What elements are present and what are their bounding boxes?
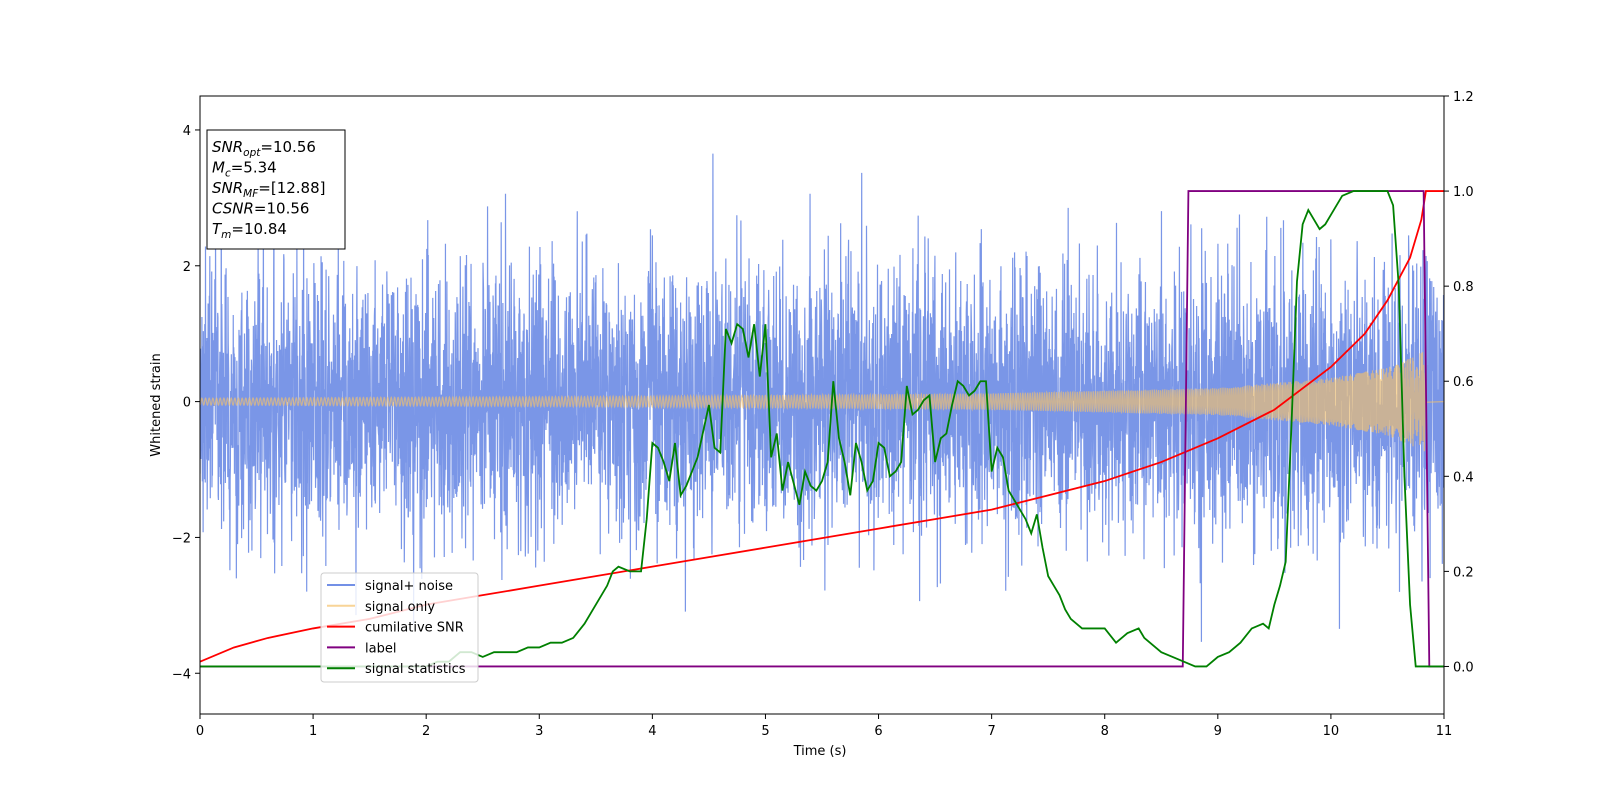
y2-tick-label: 0.0 — [1453, 660, 1474, 675]
x-tick-label: 7 — [987, 724, 995, 739]
legend-signal-noise-label: signal+ noise — [365, 579, 453, 594]
legend-label-label: label — [365, 641, 396, 656]
snr-annotation-box: SNRopt=10.56Mc=5.34SNRMF=[12.88]CSNR=10.… — [206, 129, 346, 250]
y-tick-label: −4 — [172, 667, 191, 682]
series-signal-noise — [200, 147, 1444, 642]
y-axis-label: Whitened strain — [149, 353, 164, 456]
x-tick-label: 3 — [535, 724, 543, 739]
y-tick-label: −2 — [172, 531, 191, 546]
x-tick-label: 11 — [1436, 724, 1453, 739]
x-tick-label: 0 — [196, 724, 204, 739]
y-axis-left: 4 2 0 −2 −4 — [172, 124, 200, 682]
x-tick-label: 5 — [761, 724, 769, 739]
y-tick-label: 2 — [183, 260, 191, 275]
legend: signal+ noise signal only cumilative SNR la… — [320, 572, 479, 683]
x-tick-label: 1 — [309, 724, 317, 739]
series-signal-statistics — [200, 190, 1444, 668]
annotation-line: Mc=5.34 — [212, 159, 277, 180]
y2-tick-label: 0.4 — [1453, 470, 1474, 485]
legend-cumilative-snr-label: cumilative SNR — [365, 621, 464, 636]
y2-tick-label: 1.2 — [1453, 90, 1474, 105]
y2-tick-label: 0.6 — [1453, 375, 1474, 390]
x-tick-label: 10 — [1323, 724, 1340, 739]
x-tick-label: 9 — [1214, 724, 1222, 739]
x-tick-label: 8 — [1101, 724, 1109, 739]
annotation-line: SNRopt=10.56 — [212, 138, 316, 159]
annotation-line: Tm=10.84 — [212, 220, 287, 241]
y2-tick-label: 0.2 — [1453, 565, 1474, 580]
y2-tick-label: 1.0 — [1453, 185, 1474, 200]
x-tick-label: 4 — [648, 724, 656, 739]
x-tick-label: 6 — [874, 724, 882, 739]
plot-frame — [199, 95, 1445, 715]
series-signal-only — [200, 352, 1444, 452]
x-axis: 0 1 2 3 4 5 6 7 8 9 10 11 — [196, 714, 1452, 739]
x-tick-label: 2 — [422, 724, 430, 739]
annotation-line: CSNR=10.56 — [212, 200, 309, 218]
legend-frame — [320, 572, 479, 683]
annotation-line: SNRMF=[12.88] — [212, 179, 326, 200]
y-tick-label: 4 — [183, 124, 191, 139]
annotation-frame — [206, 129, 346, 250]
y2-tick-label: 0.8 — [1453, 280, 1474, 295]
legend-signal-statistics-label: signal statistics — [365, 662, 466, 677]
y-tick-label: 0 — [183, 396, 191, 411]
legend-signal-only-label: signal only — [365, 600, 435, 615]
x-axis-label: Time (s) — [793, 744, 847, 759]
y-axis-right: 1.2 1.0 0.8 0.6 0.4 0.2 0.0 — [1444, 90, 1474, 675]
